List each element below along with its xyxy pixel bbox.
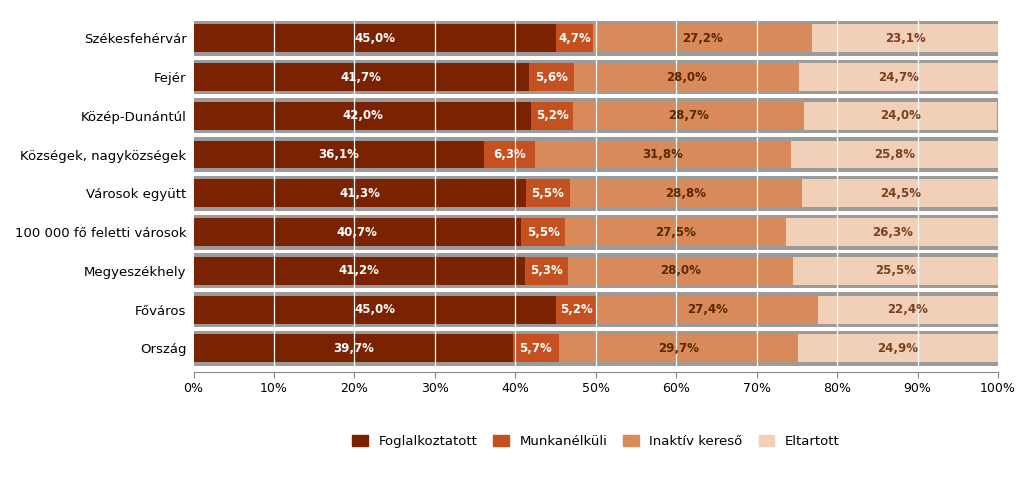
Text: 28,0%: 28,0% xyxy=(660,264,701,277)
Bar xyxy=(194,141,484,168)
Bar xyxy=(565,218,787,246)
Bar xyxy=(194,102,531,130)
Text: 5,2%: 5,2% xyxy=(536,109,569,122)
Text: 5,5%: 5,5% xyxy=(532,187,564,200)
Bar xyxy=(194,331,998,366)
Text: 41,7%: 41,7% xyxy=(341,71,381,84)
Text: 5,5%: 5,5% xyxy=(527,226,560,238)
Bar xyxy=(194,98,998,133)
Text: 24,0%: 24,0% xyxy=(880,109,921,122)
Bar xyxy=(793,257,998,285)
Text: 5,6%: 5,6% xyxy=(535,71,568,84)
Bar xyxy=(194,59,998,94)
Bar xyxy=(194,296,556,324)
Text: 5,3%: 5,3% xyxy=(530,264,563,277)
Bar xyxy=(194,292,998,327)
Bar xyxy=(559,334,798,362)
Bar xyxy=(194,137,998,172)
Text: 28,7%: 28,7% xyxy=(668,109,709,122)
Text: 25,5%: 25,5% xyxy=(875,264,916,277)
Bar xyxy=(194,179,526,207)
Bar xyxy=(573,102,804,130)
Bar xyxy=(597,296,818,324)
Bar xyxy=(194,254,998,288)
Bar xyxy=(556,24,594,52)
Bar xyxy=(799,63,998,91)
Text: 26,3%: 26,3% xyxy=(872,226,912,238)
Text: 36,1%: 36,1% xyxy=(319,148,359,161)
Bar xyxy=(194,257,525,285)
Bar xyxy=(484,141,535,168)
Text: 40,7%: 40,7% xyxy=(337,226,377,238)
Text: 6,3%: 6,3% xyxy=(493,148,526,161)
Bar xyxy=(194,21,998,56)
Text: 5,2%: 5,2% xyxy=(560,303,593,316)
Bar xyxy=(513,334,559,362)
Text: 29,7%: 29,7% xyxy=(658,342,699,355)
Bar xyxy=(594,24,812,52)
Bar xyxy=(568,257,793,285)
Bar xyxy=(535,141,791,168)
Text: 23,1%: 23,1% xyxy=(885,32,926,45)
Bar xyxy=(194,24,556,52)
Text: 27,4%: 27,4% xyxy=(688,303,728,316)
Text: 27,2%: 27,2% xyxy=(683,32,723,45)
Text: 4,7%: 4,7% xyxy=(558,32,591,45)
Text: 28,0%: 28,0% xyxy=(666,71,707,84)
Text: 39,7%: 39,7% xyxy=(333,342,373,355)
Bar xyxy=(798,334,998,362)
Text: 31,8%: 31,8% xyxy=(642,148,683,161)
Bar xyxy=(529,63,574,91)
Text: 24,9%: 24,9% xyxy=(877,342,919,355)
Bar xyxy=(570,179,802,207)
Bar xyxy=(194,334,513,362)
Bar xyxy=(802,179,999,207)
Text: 5,7%: 5,7% xyxy=(520,342,553,355)
Bar xyxy=(526,179,570,207)
Bar xyxy=(525,257,568,285)
Bar xyxy=(556,296,597,324)
Bar xyxy=(804,102,997,130)
Bar xyxy=(812,24,998,52)
Text: 24,7%: 24,7% xyxy=(878,71,920,84)
Bar xyxy=(194,176,998,211)
Text: 28,8%: 28,8% xyxy=(665,187,706,200)
Text: 41,2%: 41,2% xyxy=(339,264,379,277)
Text: 42,0%: 42,0% xyxy=(342,109,383,122)
Text: 24,5%: 24,5% xyxy=(879,187,921,200)
Bar xyxy=(787,218,998,246)
Bar xyxy=(194,218,521,246)
Bar xyxy=(194,215,998,249)
Text: 45,0%: 45,0% xyxy=(354,32,395,45)
Text: 45,0%: 45,0% xyxy=(354,303,395,316)
Text: 22,4%: 22,4% xyxy=(888,303,928,316)
Bar xyxy=(531,102,573,130)
Text: 41,3%: 41,3% xyxy=(339,187,380,200)
Bar xyxy=(194,63,529,91)
Bar xyxy=(521,218,565,246)
Text: 25,8%: 25,8% xyxy=(874,148,914,161)
Bar xyxy=(574,63,799,91)
Bar xyxy=(818,296,998,324)
Text: 27,5%: 27,5% xyxy=(656,226,696,238)
Legend: Foglalkoztatott, Munkanélküli, Inaktív kereső, Eltartott: Foglalkoztatott, Munkanélküli, Inaktív k… xyxy=(345,428,846,454)
Bar xyxy=(791,141,998,168)
